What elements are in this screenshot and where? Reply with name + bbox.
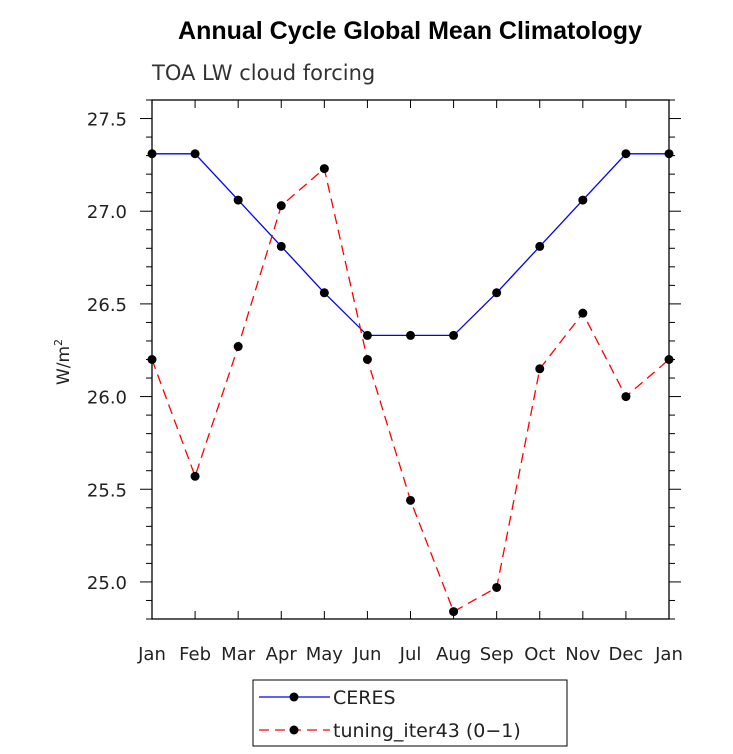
y-tick-label: 25.5: [87, 480, 127, 501]
legend-label-ceres: CERES: [333, 687, 396, 709]
series-0-point: [319, 288, 329, 298]
y-axis-label-superscript: 2: [52, 339, 65, 346]
series-1-point: [535, 364, 545, 374]
series-0-point: [190, 149, 200, 159]
y-tick-label: 25.0: [87, 573, 127, 594]
series-0-point: [362, 330, 372, 340]
series-1-point: [621, 392, 631, 402]
legend: CERES tuning_iter43 (0−1): [252, 679, 568, 747]
series-1-point: [664, 355, 674, 364]
series-1-point: [578, 308, 588, 318]
series-1-point: [190, 471, 200, 481]
y-tick-label: 27.0: [87, 202, 127, 223]
series-1-point: [362, 355, 372, 364]
y-axis-label: W/m2: [52, 339, 74, 385]
series-1-point: [492, 582, 502, 592]
series-0-point: [233, 195, 243, 205]
x-tick-label: Nov: [565, 644, 600, 665]
series-0-point: [147, 149, 157, 159]
series-1-point: [406, 495, 415, 505]
y-tick-label: 27.5: [87, 110, 127, 131]
x-tick-label: Sep: [480, 644, 514, 665]
y-axis-label-text: W/m: [54, 346, 74, 385]
x-tick-label: May: [306, 644, 344, 665]
series-0-point: [492, 288, 502, 298]
series-line-1: [151, 167, 670, 613]
series-1-point: [147, 355, 157, 364]
series-0-point: [621, 149, 631, 159]
series-0-point: [535, 241, 545, 251]
x-tick-label: Jun: [352, 644, 381, 665]
series-1-point: [449, 607, 459, 617]
legend-box: [252, 679, 568, 747]
series-0-point: [276, 241, 286, 251]
x-tick-label: Aug: [436, 644, 471, 665]
x-tick-label: Jul: [399, 644, 422, 665]
legend-marker-ceres: [289, 692, 299, 702]
plot-frame: [151, 99, 670, 620]
series-1-point: [276, 201, 286, 211]
y-tick-label: 26.5: [87, 295, 127, 316]
x-tick-label: Apr: [266, 644, 298, 665]
legend-marker-tuning: [289, 725, 299, 735]
x-tick-label: Jan: [654, 644, 683, 665]
x-tick-label: Feb: [179, 644, 211, 665]
axis-ticks: [140, 99, 681, 620]
chart-subtitle: TOA LW cloud forcing: [151, 61, 375, 85]
series-0-point: [664, 149, 674, 159]
chart-title: Annual Cycle Global Mean Climatology: [178, 17, 642, 45]
y-tick-label: 26.0: [87, 388, 127, 409]
series-group: [147, 149, 674, 617]
svg-text:W/m2: W/m2: [52, 339, 74, 385]
x-tick-label: Jan: [137, 644, 166, 665]
series-1-point: [319, 164, 329, 174]
series-0-point: [449, 330, 459, 340]
legend-label-tuning: tuning_iter43 (0−1): [333, 720, 521, 742]
series-1-point: [233, 342, 243, 352]
series-0-point: [406, 330, 415, 340]
x-tick-label: Oct: [524, 644, 555, 665]
series-line-0: [152, 153, 669, 337]
axis-tick-labels: Jan Feb Mar Apr May Jun Jul Aug Sep Oct Nov Dec Jan 2…: [87, 110, 683, 665]
x-tick-label: Dec: [608, 644, 643, 665]
series-0-point: [578, 195, 588, 205]
x-tick-label: Mar: [221, 644, 256, 665]
